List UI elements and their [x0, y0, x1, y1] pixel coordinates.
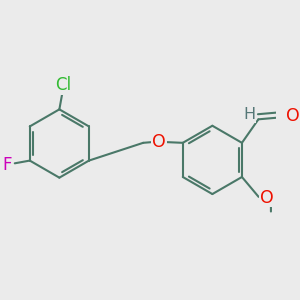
Text: O: O	[260, 188, 274, 206]
Text: Cl: Cl	[56, 76, 71, 94]
Text: H: H	[244, 107, 256, 122]
Text: F: F	[2, 156, 12, 174]
Text: O: O	[152, 133, 166, 151]
Text: O: O	[286, 107, 299, 125]
